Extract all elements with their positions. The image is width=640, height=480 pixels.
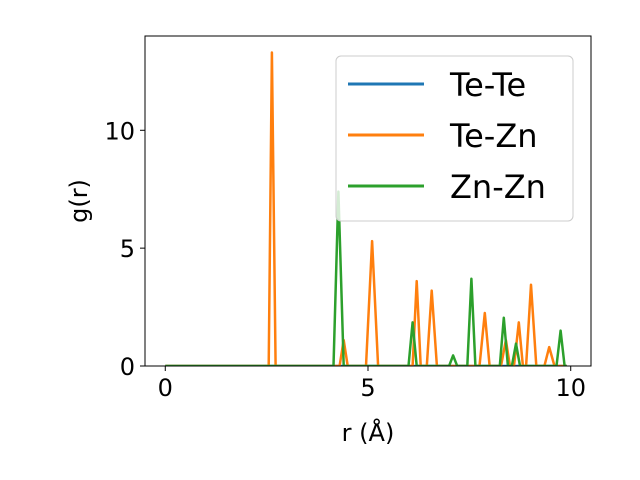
- series-line-1: [165, 51, 567, 366]
- legend-label-2: Zn-Zn: [450, 168, 546, 206]
- legend-box: [335, 55, 574, 222]
- x-tick-label-2: 10: [555, 374, 586, 402]
- y-tick-label-2: 10: [104, 117, 135, 145]
- x-tick-label-1: 5: [360, 374, 375, 402]
- series-layer: [165, 51, 567, 366]
- y-tick-label-1: 5: [120, 235, 135, 263]
- x-axis-label: r (Å): [342, 418, 395, 447]
- series-line-2: [165, 190, 567, 366]
- y-axis-label: g(r): [65, 179, 93, 223]
- x-axis: 0 5 10: [158, 366, 586, 402]
- y-axis: 0 5 10: [104, 117, 145, 381]
- legend-label-0: Te-Te: [449, 66, 526, 104]
- x-tick-label-0: 0: [158, 374, 173, 402]
- legend-label-1: Te-Zn: [449, 117, 538, 155]
- legend: Te-Te Te-Zn Zn-Zn: [335, 55, 574, 222]
- y-tick-label-0: 0: [120, 353, 135, 381]
